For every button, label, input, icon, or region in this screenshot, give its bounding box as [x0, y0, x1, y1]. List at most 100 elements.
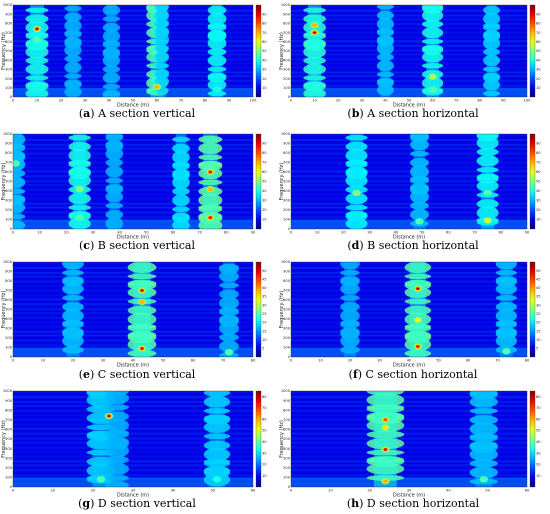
x-axis-label: Distance (m) [393, 103, 425, 109]
y-tick-label: 300 [5, 327, 13, 331]
y-tick-label: 0 [288, 355, 291, 359]
heatmap-layer [291, 5, 527, 97]
y-tick-label: 500 [5, 308, 13, 312]
noise-stripe [291, 461, 527, 463]
noise-stripe [13, 197, 253, 199]
noise-stripe [291, 31, 527, 33]
colorbar-tick-label: 90 [536, 142, 541, 146]
caption-paren-open: ( [348, 368, 353, 381]
noise-stripe [291, 446, 527, 448]
x-tick-label: 20 [59, 99, 64, 103]
y-tick-label: 500 [5, 437, 13, 441]
noise-stripe [291, 59, 527, 61]
hotspot [416, 287, 419, 290]
colorbar-tick-label: 40 [536, 440, 541, 444]
x-tick-label: 80 [478, 99, 483, 103]
x-tick-label: 60 [191, 359, 196, 363]
noise-stripe [291, 50, 527, 52]
colorbar-tick-label: 30 [536, 68, 541, 72]
y-tick-label: 200 [283, 208, 291, 212]
noise-stripe [291, 49, 527, 51]
y-tick-label: 800 [5, 151, 13, 155]
noise-stripe [291, 212, 527, 214]
noise-stripe [291, 171, 527, 173]
y-tick-label: 100 [283, 476, 291, 480]
noise-stripe [291, 441, 527, 443]
band-column [344, 262, 356, 357]
y-tick-label: 900 [283, 270, 291, 274]
noise-stripe [13, 31, 253, 33]
y-tick-label: 400 [5, 447, 13, 451]
y-tick-label: 300 [283, 199, 291, 203]
caption-h: (h) D section horizontal [282, 497, 544, 510]
noise-stripe [291, 206, 527, 208]
caption-paren-open: ( [346, 497, 352, 510]
noise-stripe [13, 441, 253, 443]
noise-stripe [13, 188, 253, 191]
band-column [475, 391, 493, 487]
x-tick-label: 40 [171, 489, 176, 493]
noise-stripe [13, 5, 253, 8]
y-tick-label: 1000 [3, 260, 13, 264]
x-tick-label: 10 [312, 99, 317, 103]
colorbar-tick-label: 20 [262, 77, 267, 81]
noise-stripe [13, 18, 253, 20]
colorbar-tick-label: 10 [262, 86, 267, 90]
noise-stripe [291, 203, 527, 205]
noise-stripe [291, 143, 527, 145]
x-tick-label: 90 [501, 99, 506, 103]
noise-stripe [291, 304, 527, 306]
x-tick-label: 90 [227, 99, 232, 103]
colorbar-tick-label: 35 [536, 295, 541, 299]
band-column [109, 134, 120, 229]
y-tick-label: 400 [283, 189, 291, 193]
noise-stripe [13, 50, 253, 52]
caption-letter: h [351, 497, 360, 510]
x-tick-label: 30 [360, 99, 365, 103]
noise-stripe [13, 474, 253, 476]
noise-stripe [13, 391, 253, 393]
noise-stripe [13, 184, 253, 187]
colorbar-tick-label: 20 [536, 208, 541, 212]
y-tick-label: 700 [5, 418, 13, 422]
y-tick-label: 800 [5, 408, 13, 412]
noise-stripe [291, 67, 527, 69]
colorbar-tick-label: 45 [536, 277, 541, 281]
y-tick-label: 200 [283, 466, 291, 470]
noise-stripe [13, 180, 253, 182]
y-tick-label: 500 [283, 437, 291, 441]
y-tick-label: 900 [5, 399, 13, 403]
x-tick-label: 30 [101, 359, 106, 363]
y-tick-label: 500 [283, 180, 291, 184]
noise-stripe [13, 461, 253, 463]
y-tick-label: 700 [283, 289, 291, 293]
noise-stripe [13, 134, 253, 136]
colorbar-tick-label: 25 [262, 312, 267, 316]
y-tick-label: 800 [5, 279, 13, 283]
caption-letter: g [82, 497, 91, 510]
colorbar-tick-label: 70 [536, 406, 541, 410]
x-tick-label: 20 [71, 359, 76, 363]
hotspot [14, 162, 17, 165]
colorbar-tick-label: 50 [262, 269, 267, 273]
x-axis-label: Distance (m) [117, 363, 149, 369]
noise-stripe [291, 44, 527, 47]
noise-stripe [13, 62, 253, 65]
noise-stripe [13, 410, 253, 412]
heatmap-layer [13, 262, 253, 357]
noise-stripe [13, 272, 253, 274]
y-tick-label: 100 [5, 86, 13, 90]
x-tick-label: 50 [131, 99, 136, 103]
colorbar [255, 4, 262, 98]
y-tick-label: 900 [283, 399, 291, 403]
caption-text: B section horizontal [367, 239, 479, 252]
noise-stripe [291, 474, 527, 476]
noise-stripe [291, 189, 527, 192]
noise-stripe [291, 41, 527, 43]
noise-stripe [291, 10, 527, 12]
colorbar-tick-label: 90 [536, 12, 541, 16]
noise-stripe [13, 58, 253, 60]
